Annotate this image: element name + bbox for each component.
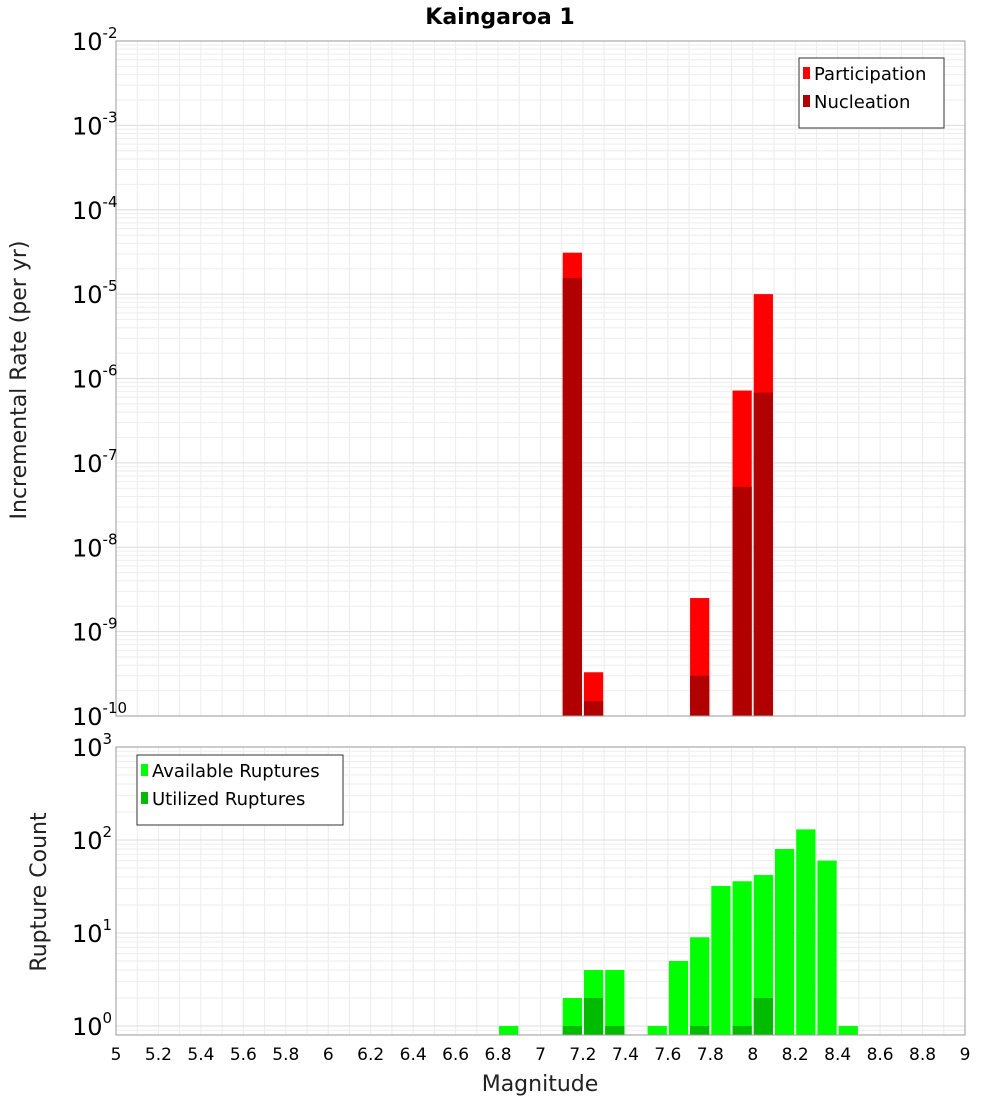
bar [796,829,816,1035]
x-tick-label: 6.6 [442,1045,469,1065]
bar [711,886,731,1035]
y-tick-label: 103 [72,730,112,762]
series-nucleation [562,278,773,716]
x-tick-label: 7.8 [697,1045,724,1065]
series-utilized-ruptures [562,997,773,1035]
y-tick-label: 10-2 [72,24,118,56]
legend-swatch [803,95,810,107]
y-tick-label: 10-7 [72,446,118,478]
legend-swatch [141,792,148,804]
legend-swatch [141,764,148,776]
bar [690,1025,710,1035]
x-tick-label: 5.6 [230,1045,257,1065]
x-tick-label: 7.6 [654,1045,681,1065]
bar [499,1025,519,1035]
x-tick-label: 7.2 [569,1045,596,1065]
bar [753,875,773,1035]
bar [562,1025,582,1035]
legend-label: Available Ruptures [152,761,320,782]
legend-label: Utilized Ruptures [152,789,305,810]
legend-label: Nucleation [814,92,910,113]
rupture-count-panel: 103 102 101 100 Available Ruptures Utilized R… [72,730,970,1065]
bar [838,1025,858,1035]
x-tick-label: 6.8 [485,1045,512,1065]
bar [753,997,773,1035]
bottom-y-axis-label: Rupture Count [27,812,52,972]
x-tick-label: 8.2 [782,1045,809,1065]
x-tick-label: 6.4 [400,1045,427,1065]
x-tick-label: 8 [747,1045,758,1065]
bar [647,1025,667,1035]
x-tick-label: 5.2 [145,1045,172,1065]
bar [668,960,689,1035]
bar [583,701,604,716]
bar [562,997,582,1035]
legend: Available Ruptures Utilized Ruptures [136,754,344,826]
plot-frame [115,746,966,1036]
x-tick-label: 9 [960,1045,971,1065]
chart-title: Kaingaroa 1 [425,5,574,30]
x-axis-label: Magnitude [482,1072,599,1097]
top-y-axis-label: Incremental Rate (per yr) [7,241,32,520]
bar [732,486,752,716]
y-tick-label: 10-6 [72,362,118,394]
legend-box [136,754,344,826]
x-tick-label: 8.6 [867,1045,894,1065]
bar [562,278,582,716]
bar [605,1025,625,1035]
bar [753,392,773,716]
y-tick-label: 10-10 [72,699,127,731]
bar [732,881,752,1035]
y-tick-label: 100 [72,1009,112,1041]
plot-frame [115,40,966,717]
bar [774,849,795,1035]
x-tick-label: 6 [323,1045,334,1065]
y-tick-label: 101 [72,916,112,948]
x-tick-label: 6.2 [357,1045,384,1065]
x-tick-label: 8.8 [909,1045,936,1065]
y-tick-label: 10-9 [72,615,118,647]
y-tick-label: 10-8 [72,530,118,562]
bar [605,969,625,1035]
x-tick-label: 7.4 [612,1045,639,1065]
x-tick-label: 5.8 [272,1045,299,1065]
grid-lines [115,40,966,717]
y-tick-label: 10-4 [72,193,118,225]
bar [583,997,604,1035]
legend-swatch [803,67,810,79]
x-tick-label: 7 [535,1045,546,1065]
legend: Participation Nucleation [798,57,945,129]
bar [690,675,710,716]
bar [732,1025,752,1035]
y-tick-label: 102 [72,823,112,855]
y-tick-label: 10-5 [72,277,118,309]
y-tick-label: 10-3 [72,108,118,140]
x-tick-label: 5 [111,1045,122,1065]
x-tick-label: 5.4 [187,1045,214,1065]
bar [817,860,837,1035]
x-tick-label: 8.4 [824,1045,851,1065]
legend-box [798,57,945,129]
participation-nucleation-panel: 10-2 10-3 10-4 10-5 10-6 10-7 10-8 10-9 10-10 Par… [72,24,966,731]
bar [690,937,710,1035]
legend-label: Participation [814,64,926,85]
